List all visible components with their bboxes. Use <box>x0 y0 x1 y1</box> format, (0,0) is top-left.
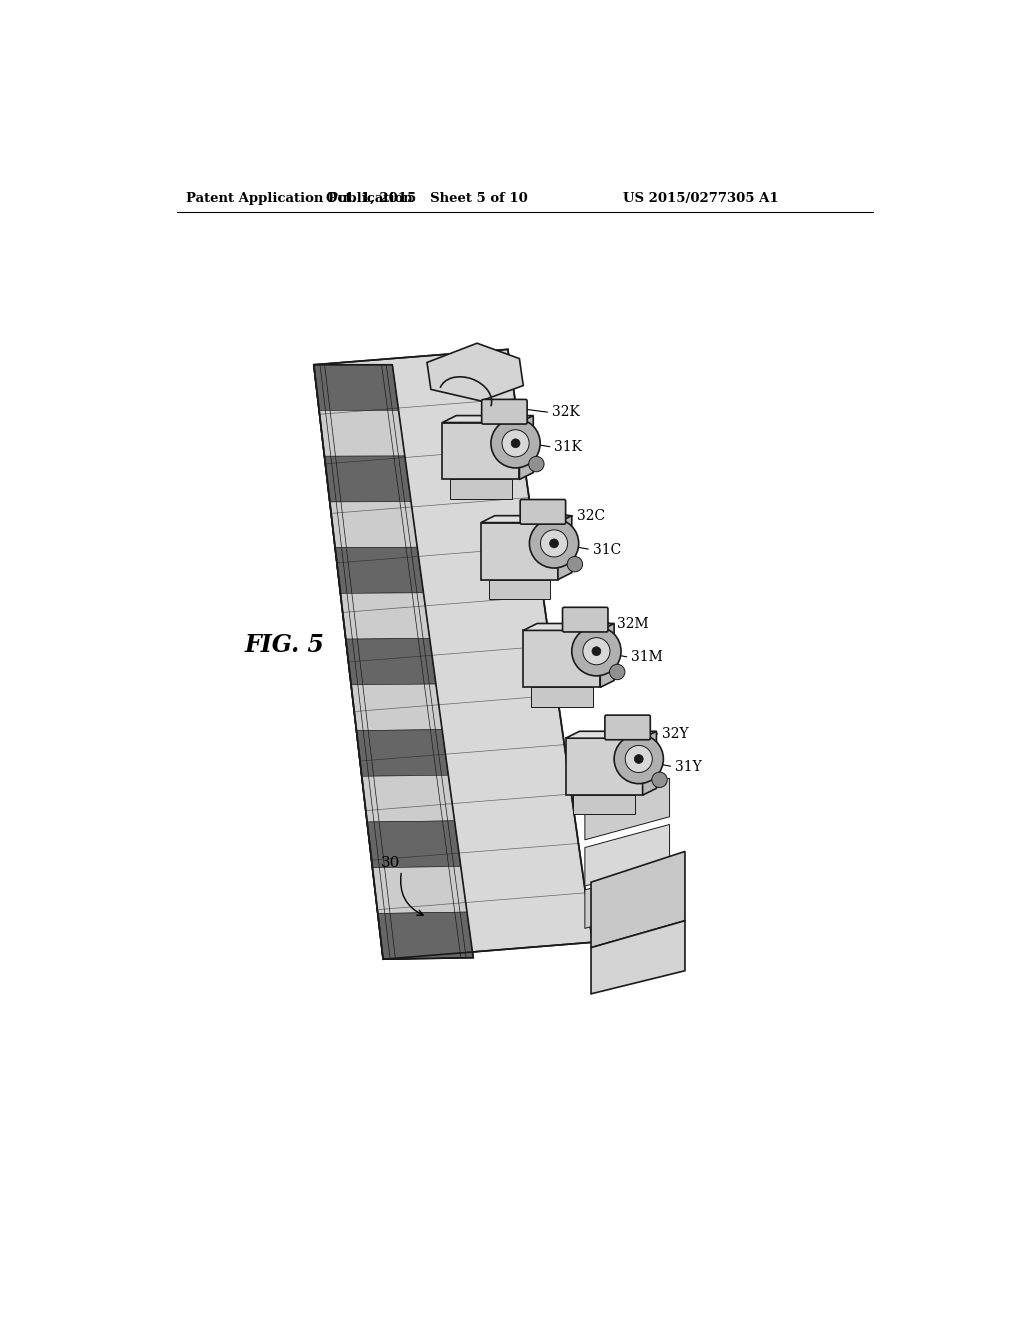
Polygon shape <box>373 866 467 913</box>
Polygon shape <box>356 730 449 776</box>
Polygon shape <box>335 548 424 594</box>
Text: 32K: 32K <box>552 405 580 420</box>
Polygon shape <box>378 912 473 960</box>
Circle shape <box>541 529 567 557</box>
Polygon shape <box>451 479 512 499</box>
Polygon shape <box>319 411 404 457</box>
Polygon shape <box>565 731 656 738</box>
Polygon shape <box>519 416 534 479</box>
Circle shape <box>502 430 529 457</box>
Polygon shape <box>313 364 473 960</box>
Circle shape <box>626 746 652 772</box>
Polygon shape <box>442 416 534 422</box>
Text: US 2015/0277305 A1: US 2015/0277305 A1 <box>623 191 778 205</box>
Polygon shape <box>585 825 670 886</box>
Text: Patent Application Publication: Patent Application Publication <box>186 191 413 205</box>
Polygon shape <box>330 502 417 548</box>
Circle shape <box>567 557 583 572</box>
Polygon shape <box>313 364 398 411</box>
Circle shape <box>571 627 621 676</box>
Circle shape <box>528 457 544 471</box>
Text: 31K: 31K <box>554 440 582 454</box>
Polygon shape <box>531 688 593 706</box>
Text: 32Y: 32Y <box>662 727 688 742</box>
Circle shape <box>634 755 643 763</box>
FancyBboxPatch shape <box>520 499 565 524</box>
Circle shape <box>511 438 520 447</box>
Text: 32C: 32C <box>578 510 605 524</box>
Polygon shape <box>591 921 685 994</box>
Polygon shape <box>346 639 436 685</box>
Circle shape <box>652 772 668 788</box>
Polygon shape <box>427 343 523 401</box>
Circle shape <box>592 647 601 656</box>
Circle shape <box>614 734 664 784</box>
Polygon shape <box>351 684 442 730</box>
Text: FIG. 5: FIG. 5 <box>245 634 325 657</box>
Polygon shape <box>313 350 593 960</box>
Polygon shape <box>573 795 635 814</box>
Circle shape <box>609 664 625 680</box>
Text: 31M: 31M <box>631 651 663 664</box>
Polygon shape <box>368 821 461 867</box>
Polygon shape <box>481 523 558 579</box>
Circle shape <box>550 539 558 548</box>
Polygon shape <box>442 422 519 479</box>
Polygon shape <box>585 779 670 840</box>
FancyBboxPatch shape <box>481 400 527 424</box>
Polygon shape <box>340 593 430 639</box>
Circle shape <box>529 519 579 568</box>
FancyBboxPatch shape <box>562 607 608 632</box>
Polygon shape <box>523 623 614 631</box>
Polygon shape <box>591 851 685 948</box>
Polygon shape <box>481 516 571 523</box>
Text: 30: 30 <box>381 855 400 870</box>
Text: 31Y: 31Y <box>675 760 701 774</box>
Polygon shape <box>643 731 656 795</box>
Polygon shape <box>325 455 411 502</box>
Polygon shape <box>361 775 455 822</box>
Polygon shape <box>523 631 600 688</box>
Circle shape <box>490 418 541 469</box>
Polygon shape <box>565 738 643 795</box>
Text: 31C: 31C <box>593 543 621 557</box>
FancyBboxPatch shape <box>605 715 650 739</box>
Text: 32M: 32M <box>617 618 649 631</box>
Polygon shape <box>488 579 550 599</box>
Text: Oct. 1, 2015   Sheet 5 of 10: Oct. 1, 2015 Sheet 5 of 10 <box>326 191 528 205</box>
Polygon shape <box>600 623 614 688</box>
Circle shape <box>583 638 610 665</box>
Polygon shape <box>585 867 670 928</box>
Polygon shape <box>558 516 571 579</box>
